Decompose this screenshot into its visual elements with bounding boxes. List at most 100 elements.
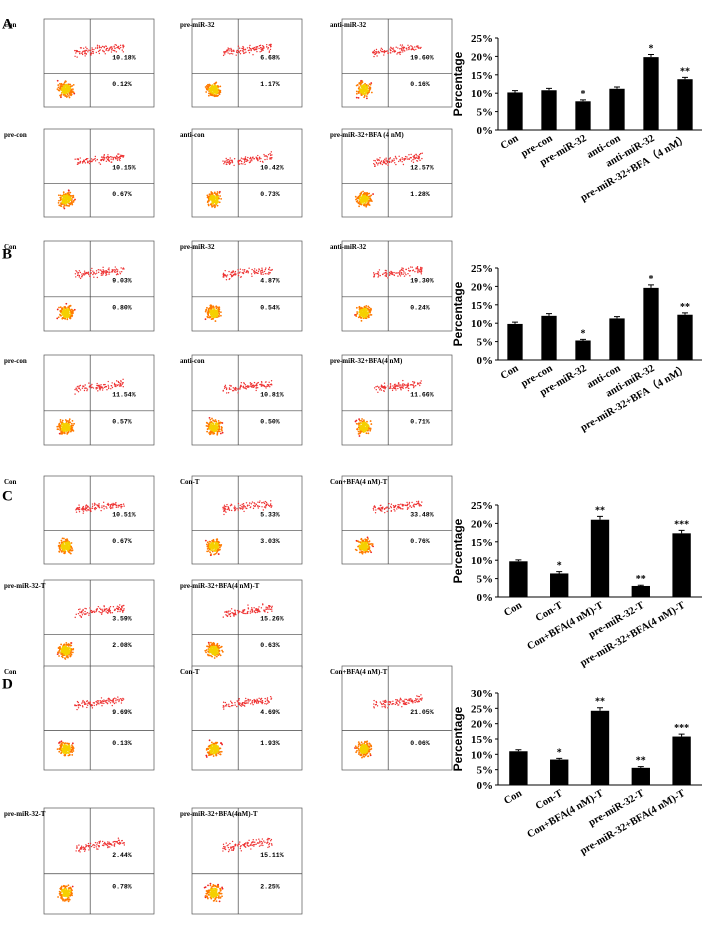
- cell-dot: [117, 610, 119, 613]
- cell-dot: [397, 387, 399, 390]
- cell-dot: [79, 389, 82, 391]
- cell-dot: [118, 47, 120, 49]
- cell-dot: [84, 384, 86, 386]
- cell-dot: [384, 388, 386, 390]
- cell-dot: [208, 309, 211, 312]
- cell-dot: [253, 158, 256, 160]
- cell-dot: [358, 547, 361, 550]
- cell-dot: [221, 650, 224, 653]
- cell-dot: [374, 512, 377, 514]
- cell-dot: [88, 160, 91, 162]
- cell-dot: [210, 318, 213, 321]
- cell-dot: [362, 540, 365, 542]
- cell-dot: [209, 551, 212, 554]
- cell-dot: [66, 84, 68, 87]
- cell-dot: [62, 194, 65, 197]
- flow-plot: pre-miR-326.68%1.17%: [180, 18, 303, 108]
- cell-dot: [383, 508, 386, 510]
- cell-dot: [419, 159, 421, 162]
- cell-dot: [387, 385, 389, 387]
- cell-dot: [390, 510, 392, 512]
- cell-dot: [206, 194, 209, 197]
- lower-right-percent: 0.12%: [112, 81, 132, 88]
- significance: *: [557, 561, 562, 572]
- cell-dot: [249, 610, 252, 613]
- panel-letter: A: [2, 16, 13, 32]
- cell-dot: [111, 269, 113, 271]
- cell-dot: [119, 610, 121, 613]
- cell-dot: [233, 164, 235, 167]
- cell-dot: [376, 162, 378, 165]
- cell-dot: [220, 197, 223, 200]
- cell-dot: [377, 164, 379, 166]
- cell-dot: [99, 611, 101, 614]
- cell-dot: [56, 308, 59, 311]
- cell-dot: [234, 274, 236, 276]
- cell-dot: [245, 507, 247, 510]
- cell-dot: [376, 55, 378, 57]
- cell-dot: [210, 315, 213, 317]
- cell-dot: [361, 80, 364, 83]
- cell-dot: [103, 605, 105, 607]
- cell-dot: [61, 546, 64, 549]
- significance: **: [680, 66, 690, 77]
- cell-dot: [379, 508, 381, 511]
- cell-dot: [93, 276, 95, 278]
- cell-dot: [366, 202, 369, 205]
- cell-dot: [243, 612, 245, 615]
- cell-dot: [242, 272, 244, 275]
- cell-dot: [91, 505, 94, 508]
- y-tick-label: 25%: [471, 263, 493, 275]
- cell-dot: [214, 547, 217, 550]
- cell-dot: [392, 47, 395, 49]
- cell-dot: [88, 507, 91, 509]
- cell-dot: [106, 503, 109, 506]
- cell-dot: [226, 49, 229, 51]
- cell-dot: [394, 504, 397, 507]
- cell-dot: [246, 385, 249, 387]
- cell-dot: [123, 608, 125, 610]
- cell-dot: [115, 506, 118, 509]
- cell-dot: [404, 272, 406, 274]
- y-tick-label: 0%: [477, 592, 494, 604]
- cell-dot: [383, 386, 386, 388]
- y-tick-label: 5%: [477, 337, 494, 349]
- cell-dot: [98, 503, 100, 505]
- cell-dot: [215, 655, 218, 658]
- cell-dot: [228, 613, 231, 616]
- cell-dot: [379, 387, 382, 390]
- cell-dot: [407, 507, 410, 509]
- cell-dot: [226, 160, 228, 162]
- cell-dot: [366, 536, 369, 539]
- cell-dot: [237, 49, 239, 52]
- cell-dot: [383, 158, 386, 160]
- cell-dot: [246, 47, 249, 49]
- cell-dot: [383, 54, 385, 56]
- cell-dot: [236, 49, 238, 52]
- cell-dot: [100, 384, 102, 386]
- cell-dot: [271, 154, 273, 156]
- cell-dot: [247, 604, 249, 606]
- cell-dot: [421, 152, 423, 154]
- cell-dot: [405, 274, 407, 276]
- cell-dot: [244, 156, 247, 158]
- cell-dot: [236, 609, 239, 612]
- cell-dot: [380, 389, 383, 391]
- cell-dot: [215, 193, 218, 196]
- cell-dot: [383, 162, 385, 164]
- cell-dot: [227, 507, 230, 510]
- cell-dot: [381, 507, 383, 510]
- cell-dot: [102, 156, 104, 158]
- cell-dot: [377, 162, 380, 164]
- cell-dot: [238, 47, 241, 49]
- cell-dot: [270, 45, 272, 47]
- cell-dot: [388, 160, 391, 163]
- cell-dot: [402, 51, 404, 53]
- cell-dot: [80, 615, 82, 618]
- cell-dot: [222, 276, 224, 278]
- cell-dot: [261, 267, 263, 269]
- cell-dot: [368, 306, 371, 309]
- cell-dot: [113, 45, 115, 48]
- cell-dot: [389, 385, 392, 388]
- cell-dot: [94, 47, 97, 49]
